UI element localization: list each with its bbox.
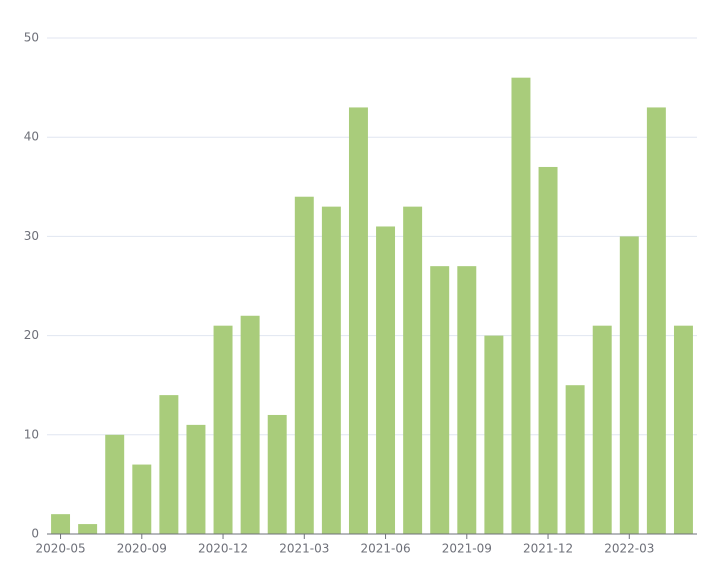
bar bbox=[240, 315, 260, 534]
bar bbox=[619, 236, 639, 534]
bar bbox=[376, 226, 396, 535]
y-tick-label: 10 bbox=[24, 427, 39, 441]
y-tick-label: 40 bbox=[24, 130, 39, 144]
bar bbox=[511, 77, 531, 535]
x-tick-label: 2020-05 bbox=[35, 542, 85, 556]
x-tick-label: 2021-09 bbox=[442, 542, 492, 556]
x-tick-label: 2020-12 bbox=[198, 542, 248, 556]
bar bbox=[646, 107, 666, 534]
y-tick-label: 20 bbox=[24, 328, 39, 342]
x-tick-label: 2022-03 bbox=[604, 542, 654, 556]
bar bbox=[132, 464, 152, 534]
bar bbox=[457, 266, 477, 534]
x-tick-label: 2020-09 bbox=[117, 542, 167, 556]
bar bbox=[430, 266, 450, 534]
bar bbox=[538, 166, 558, 534]
bar bbox=[78, 524, 98, 534]
bar bbox=[213, 325, 233, 534]
x-tick-label: 2021-12 bbox=[523, 542, 573, 556]
bar bbox=[267, 414, 287, 534]
bar bbox=[403, 206, 423, 534]
bar bbox=[348, 107, 368, 534]
x-tick-label: 2021-03 bbox=[279, 542, 329, 556]
bar bbox=[673, 325, 693, 534]
bar bbox=[159, 395, 179, 534]
bar bbox=[105, 434, 125, 534]
y-tick-label: 0 bbox=[31, 527, 39, 541]
bar bbox=[592, 325, 612, 534]
bar bbox=[565, 385, 585, 534]
bar bbox=[321, 206, 341, 534]
bar bbox=[484, 335, 504, 534]
bar bbox=[51, 514, 71, 534]
y-tick-label: 50 bbox=[24, 31, 39, 45]
bar bbox=[294, 196, 314, 534]
x-tick-label: 2021-06 bbox=[360, 542, 410, 556]
bar bbox=[186, 424, 206, 534]
y-tick-label: 30 bbox=[24, 229, 39, 243]
